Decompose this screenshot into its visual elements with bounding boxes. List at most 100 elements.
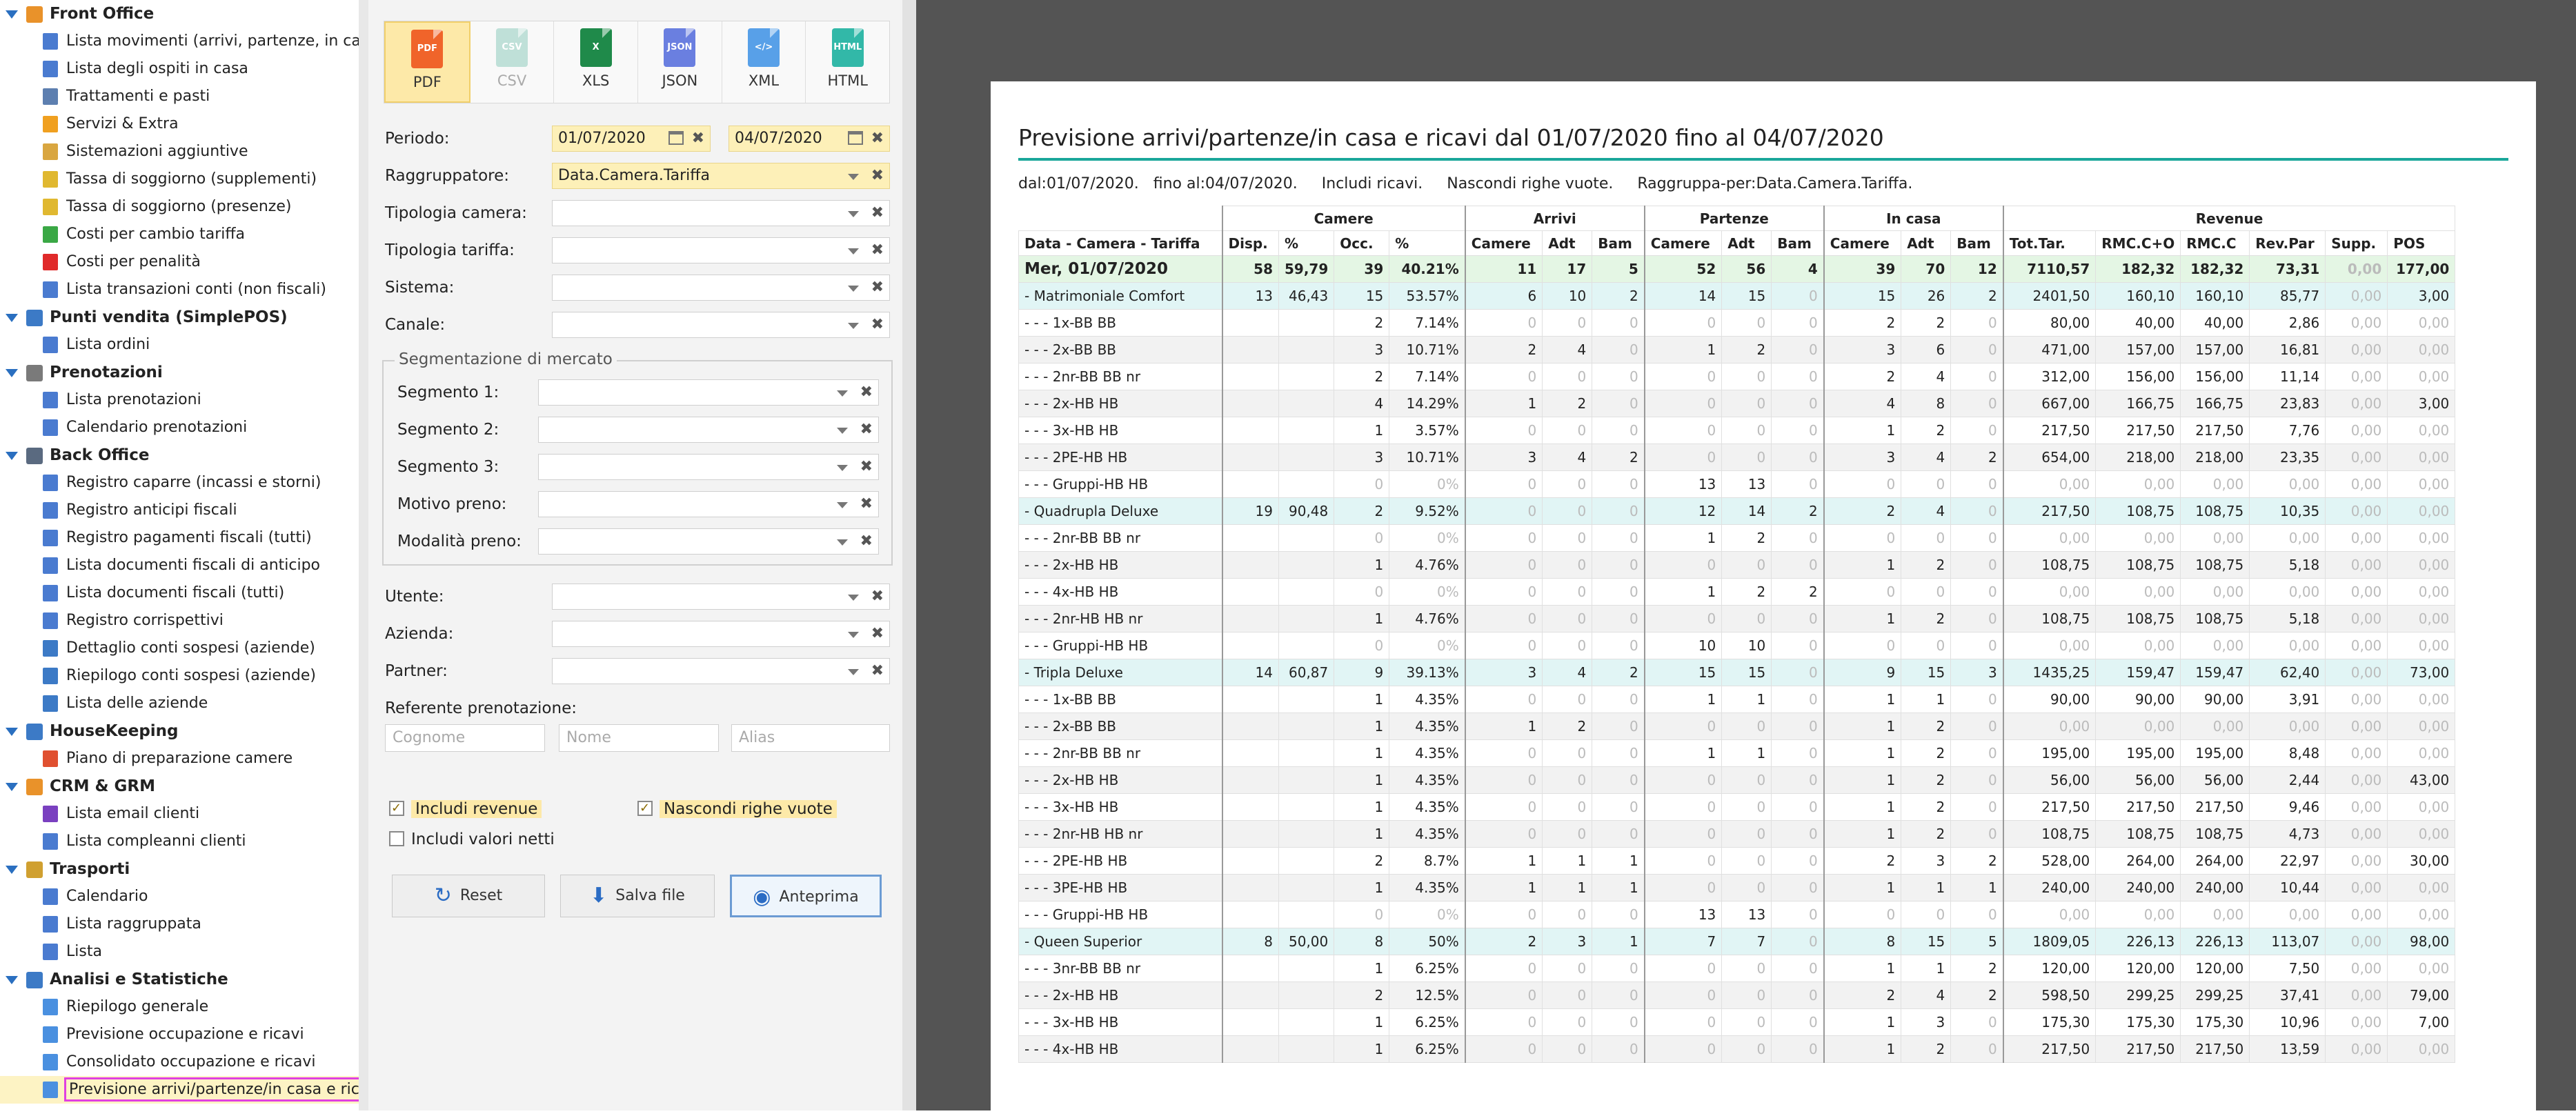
nascondi-righe-checkbox[interactable]: Nascondi righe vuote [637, 798, 837, 819]
clear-icon[interactable]: ✖ [860, 421, 873, 438]
expand-triangle-icon[interactable] [6, 975, 18, 984]
segmento3-select[interactable]: ✖ [538, 454, 879, 480]
export-pdf-button[interactable]: PDF PDF [384, 21, 470, 103]
tree-item-registro-pagamenti-fiscali-tutti[interactable]: Registro pagamenti fiscali (tutti) [0, 524, 359, 552]
chevron-down-icon[interactable] [848, 632, 859, 638]
tree-group-trasporti[interactable]: Trasporti [0, 855, 359, 883]
export-json-button[interactable]: JSON JSON [638, 21, 722, 103]
tree-item-lista-documenti-fiscali-di-anticipo[interactable]: Lista documenti fiscali di anticipo [0, 552, 359, 579]
chevron-down-icon[interactable] [848, 669, 859, 675]
tree-item-lista-prenotazioni[interactable]: Lista prenotazioni [0, 386, 359, 414]
motivo-select[interactable]: ✖ [538, 491, 879, 517]
tree-item-lista-compleanni-clienti[interactable]: Lista compleanni clienti [0, 828, 359, 855]
tree-item-sistemazioni-aggiuntive[interactable]: Sistemazioni aggiuntive [0, 138, 359, 166]
clear-icon[interactable]: ✖ [871, 279, 884, 296]
tree-group-prenotazioni[interactable]: Prenotazioni [0, 359, 359, 386]
clear-icon[interactable]: ✖ [871, 241, 884, 259]
expand-triangle-icon[interactable] [6, 865, 18, 874]
tree-item-lista-email-clienti[interactable]: Lista email clienti [0, 800, 359, 828]
clear-icon[interactable]: ✖ [871, 316, 884, 333]
tree-group-front-office[interactable]: Front Office [0, 0, 359, 28]
clear-icon[interactable]: ✖ [871, 662, 884, 679]
tree-group-analisi-e-statistiche[interactable]: Analisi e Statistiche [0, 966, 359, 993]
tree-item-registro-corrispettivi[interactable]: Registro corrispettivi [0, 607, 359, 635]
modalita-select[interactable]: ✖ [538, 528, 879, 555]
export-html-button[interactable]: HTML HTML [806, 21, 889, 103]
tree-item-piano-di-preparazione-camere[interactable]: Piano di preparazione camere [0, 745, 359, 773]
tree-item-lista-movimenti-arrivi-partenze-in-casa[interactable]: Lista movimenti (arrivi, partenze, in ca… [0, 28, 359, 55]
tree-item-servizi-extra[interactable]: Servizi & Extra [0, 110, 359, 138]
tree-item-trattamenti-e-pasti[interactable]: Trattamenti e pasti [0, 83, 359, 110]
clear-icon[interactable]: ✖ [860, 458, 873, 475]
alias-input[interactable]: Alias [731, 724, 890, 752]
chevron-down-icon[interactable] [848, 595, 859, 601]
report-preview-area[interactable]: Previsione arrivi/partenze/in casa e ric… [916, 0, 2576, 1116]
clear-icon[interactable]: ✖ [860, 383, 873, 401]
export-xls-button[interactable]: X XLS [554, 21, 639, 103]
clear-icon[interactable]: ✖ [871, 588, 884, 605]
tree-item-lista-ordini[interactable]: Lista ordini [0, 331, 359, 359]
chevron-down-icon[interactable] [848, 286, 859, 292]
calendar-icon[interactable] [668, 131, 684, 145]
tipologia-tariffa-select[interactable]: ✖ [552, 237, 890, 263]
reset-button[interactable]: ↻ Reset [392, 875, 545, 917]
chevron-down-icon[interactable] [837, 428, 848, 434]
chevron-down-icon[interactable] [837, 502, 848, 508]
date-to-field[interactable]: 04/07/2020 ✖ [729, 126, 890, 152]
cognome-input[interactable]: Cognome [385, 724, 545, 752]
tree-item-costi-per-cambio-tariffa[interactable]: Costi per cambio tariffa [0, 221, 359, 248]
chevron-down-icon[interactable] [848, 248, 859, 255]
tree-group-back-office[interactable]: Back Office [0, 441, 359, 469]
canale-select[interactable]: ✖ [552, 312, 890, 338]
tree-item-costi-per-penalita[interactable]: Costi per penalità [0, 248, 359, 276]
clear-icon[interactable]: ✖ [871, 130, 884, 147]
expand-triangle-icon[interactable] [6, 313, 18, 322]
includi-revenue-checkbox[interactable]: Includi revenue [389, 798, 542, 819]
expand-triangle-icon[interactable] [6, 451, 18, 460]
tipologia-camera-select[interactable]: ✖ [552, 200, 890, 226]
segmento1-select[interactable]: ✖ [538, 379, 879, 406]
tree-item-consolidato-occupazione-e-ricavi[interactable]: Consolidato occupazione e ricavi [0, 1048, 359, 1076]
chevron-down-icon[interactable] [837, 390, 848, 397]
tree-item-registro-caparre-incassi-e-storni[interactable]: Registro caparre (incassi e storni) [0, 469, 359, 497]
clear-icon[interactable]: ✖ [860, 532, 873, 550]
tree-group-crm-grm[interactable]: CRM & GRM [0, 773, 359, 800]
tree-item-calendario-prenotazioni[interactable]: Calendario prenotazioni [0, 414, 359, 441]
tree-item-riepilogo-generale[interactable]: Riepilogo generale [0, 993, 359, 1021]
utente-select[interactable]: ✖ [552, 584, 890, 610]
chevron-down-icon[interactable] [848, 211, 859, 217]
tree-item-lista-raggruppata[interactable]: Lista raggruppata [0, 910, 359, 938]
tree-item-previsione-occupazione-e-ricavi[interactable]: Previsione occupazione e ricavi [0, 1021, 359, 1048]
segmento2-select[interactable]: ✖ [538, 417, 879, 443]
save-file-button[interactable]: ⬇ Salva file [560, 875, 715, 917]
clear-icon[interactable]: ✖ [871, 204, 884, 221]
chevron-down-icon[interactable] [848, 174, 859, 180]
tree-item-lista-documenti-fiscali-tutti[interactable]: Lista documenti fiscali (tutti) [0, 579, 359, 607]
tree-item-lista-degli-ospiti-in-casa[interactable]: Lista degli ospiti in casa [0, 55, 359, 83]
tree-group-housekeeping[interactable]: HouseKeeping [0, 717, 359, 745]
tree-item-lista-delle-aziende[interactable]: Lista delle aziende [0, 690, 359, 717]
tree-item-dettaglio-conti-sospesi-aziende[interactable]: Dettaglio conti sospesi (aziende) [0, 635, 359, 662]
chevron-down-icon[interactable] [837, 539, 848, 546]
tree-item-registro-anticipi-fiscali[interactable]: Registro anticipi fiscali [0, 497, 359, 524]
clear-icon[interactable]: ✖ [871, 625, 884, 642]
tree-item-lista-transazioni-conti-non-fiscali[interactable]: Lista transazioni conti (non fiscali) [0, 276, 359, 303]
tree-item-tassa-di-soggiorno-presenze[interactable]: Tassa di soggiorno (presenze) [0, 193, 359, 221]
tree-item-calendario[interactable]: Calendario [0, 883, 359, 910]
tree-item-riepilogo-conti-sospesi-aziende[interactable]: Riepilogo conti sospesi (aziende) [0, 662, 359, 690]
expand-triangle-icon[interactable] [6, 368, 18, 377]
chevron-down-icon[interactable] [848, 323, 859, 329]
tree-item-tassa-di-soggiorno-supplementi[interactable]: Tassa di soggiorno (supplementi) [0, 166, 359, 193]
date-from-field[interactable]: 01/07/2020 ✖ [552, 126, 711, 152]
nome-input[interactable]: Nome [559, 724, 719, 752]
raggruppatore-select[interactable]: Data.Camera.Tariffa ✖ [552, 163, 890, 189]
chevron-down-icon[interactable] [837, 465, 848, 471]
clear-icon[interactable]: ✖ [691, 130, 704, 147]
clear-icon[interactable]: ✖ [871, 167, 884, 184]
expand-triangle-icon[interactable] [6, 10, 18, 19]
preview-button[interactable]: ◉ Anteprima [730, 875, 882, 917]
tree-item-lista[interactable]: Lista [0, 938, 359, 966]
azienda-select[interactable]: ✖ [552, 621, 890, 647]
partner-select[interactable]: ✖ [552, 658, 890, 684]
export-xml-button[interactable]: </> XML [722, 21, 806, 103]
